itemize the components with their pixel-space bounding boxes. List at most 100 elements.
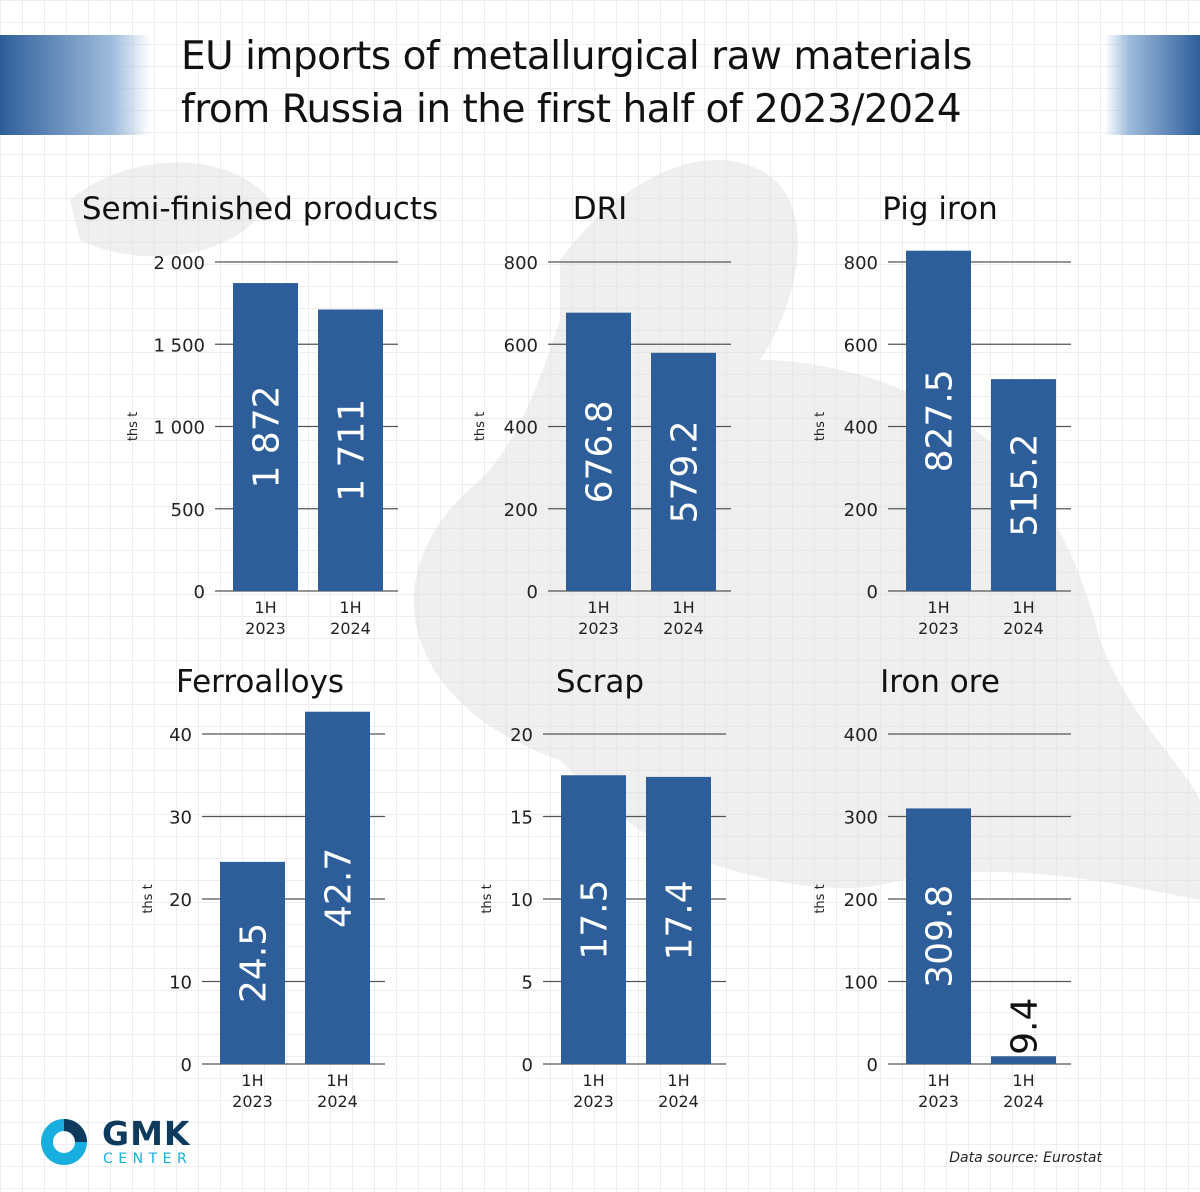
y-tick-label: 400 [844,725,878,746]
bar [318,309,383,591]
y-tick-label: 600 [504,335,538,356]
y-tick-label: 20 [169,890,192,911]
y-axis-label: ths t [813,884,828,913]
x-tick-label: 1H [587,598,609,617]
y-axis-label: ths t [473,412,488,441]
x-tick-label: 1H [667,1071,689,1090]
y-tick-label: 800 [504,253,538,274]
y-axis-label: ths t [141,884,156,913]
y-tick-label: 0 [181,1055,192,1076]
x-tick-label: 1H [672,598,694,617]
x-tick-label: 1H [339,598,361,617]
bar [561,775,626,1064]
chart-title: DRI [573,191,628,227]
x-tick-label: 2023 [918,1092,959,1111]
y-tick-label: 0 [867,1055,878,1076]
x-tick-label: 1H [582,1071,604,1090]
x-tick-label: 2024 [317,1092,358,1111]
y-tick-label: 300 [844,808,878,829]
chart-title: Scrap [556,664,644,700]
y-axis-label: ths t [813,412,828,441]
chart-title: Ferroalloys [176,664,344,700]
x-tick-label: 2023 [232,1092,273,1111]
bar-value-label: 17.4 [660,880,701,960]
y-tick-label: 20 [510,725,533,746]
y-tick-label: 1 000 [153,418,205,439]
y-axis-label: ths t [126,412,141,441]
bar [220,861,285,1064]
chart-title: Iron ore [880,664,1000,700]
chart-title: Pig iron [882,191,997,227]
bar [651,352,716,591]
bar-value-label: 515.2 [1005,434,1046,537]
bar-value-label: 42.7 [319,848,360,928]
x-tick-label: 2023 [573,1092,614,1111]
y-tick-label: 400 [504,418,538,439]
logo-subtext: CENTER [103,1151,193,1167]
x-tick-label: 1H [1012,1071,1034,1090]
y-tick-label: 1 500 [153,335,205,356]
chart-title: Semi-finished products [82,191,438,227]
title-line-1: EU imports of metallurgical raw material… [181,34,972,79]
data-source: Data source: Eurostat [949,1150,1102,1166]
bar [305,711,370,1064]
y-tick-label: 0 [527,582,538,603]
x-tick-label: 1H [326,1071,348,1090]
y-tick-label: 5 [522,973,533,994]
x-tick-label: 2024 [1003,619,1044,638]
bar-value-label: 9.4 [1005,998,1046,1055]
y-tick-label: 500 [171,500,205,521]
y-tick-label: 800 [844,253,878,274]
page-title: EU imports of metallurgical raw material… [181,30,972,136]
x-tick-label: 2023 [918,619,959,638]
y-tick-label: 10 [169,973,192,994]
bar [233,283,298,591]
y-tick-label: 200 [504,500,538,521]
y-tick-label: 200 [844,890,878,911]
logo-text: GMK [102,1114,191,1153]
bar-value-label: 1 872 [247,385,288,488]
y-tick-label: 40 [169,725,192,746]
y-tick-label: 600 [844,335,878,356]
title-line-2: from Russia in the first half of 2023/20… [181,87,962,132]
y-axis-label: ths t [480,884,495,913]
y-tick-label: 400 [844,418,878,439]
bar-value-label: 1 711 [332,399,373,502]
bar-value-label: 17.5 [575,880,616,960]
x-tick-label: 2024 [663,619,704,638]
x-tick-label: 2024 [658,1092,699,1111]
x-tick-label: 2024 [1003,1092,1044,1111]
bar-value-label: 309.8 [920,885,961,988]
x-tick-label: 1H [254,598,276,617]
x-tick-label: 1H [927,598,949,617]
header-band-left [0,35,150,135]
y-tick-label: 15 [510,808,533,829]
y-tick-label: 0 [522,1055,533,1076]
x-tick-label: 1H [241,1071,263,1090]
bar-value-label: 676.8 [580,400,621,503]
x-tick-label: 1H [927,1071,949,1090]
bar [646,776,711,1064]
x-tick-label: 2024 [330,619,371,638]
x-tick-label: 1H [1012,598,1034,617]
bar [991,1056,1056,1064]
y-tick-label: 30 [169,808,192,829]
gmk-logo-icon [41,1119,87,1165]
bar [906,808,971,1064]
y-tick-label: 0 [867,582,878,603]
bar [566,312,631,591]
y-tick-label: 100 [844,973,878,994]
y-tick-label: 0 [194,582,205,603]
bar-value-label: 827.5 [920,369,961,472]
y-tick-label: 2 000 [153,253,205,274]
bar-value-label: 579.2 [665,420,706,523]
y-tick-label: 10 [510,890,533,911]
header-band-right [1105,35,1200,135]
x-tick-label: 2023 [245,619,286,638]
y-tick-label: 200 [844,500,878,521]
x-tick-label: 2023 [578,619,619,638]
bar [906,250,971,592]
bar-value-label: 24.5 [234,923,275,1003]
bar [991,379,1056,591]
